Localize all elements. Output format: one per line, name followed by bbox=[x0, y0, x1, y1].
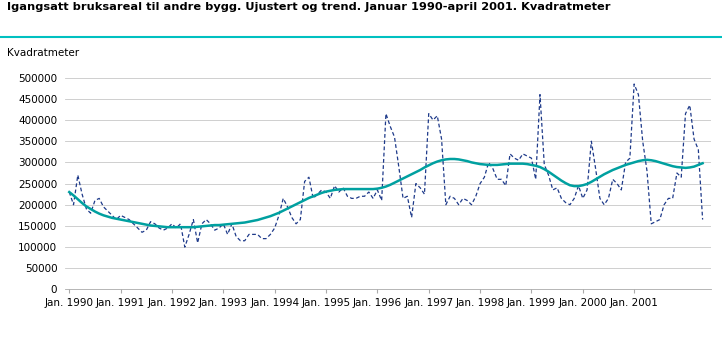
Line: Bruksareal andre bygg, trend: Bruksareal andre bygg, trend bbox=[69, 159, 703, 227]
Bruksareal andre bygg, ujustert bbox=[65, 190, 74, 194]
Bruksareal andre bygg, ujustert bbox=[147, 220, 155, 224]
Text: Igangsatt bruksareal til andre bygg. Ujustert og trend. Januar 1990-april 2001. : Igangsatt bruksareal til andre bygg. Uju… bbox=[7, 2, 611, 12]
Bruksareal andre bygg, ujustert bbox=[698, 217, 707, 222]
Bruksareal andre bygg, ujustert bbox=[484, 160, 493, 164]
Bruksareal andre bygg, trend bbox=[163, 225, 172, 229]
Bruksareal andre bygg, ujustert bbox=[180, 245, 189, 249]
Bruksareal andre bygg, trend bbox=[219, 222, 227, 227]
Bruksareal andre bygg, ujustert bbox=[223, 232, 232, 237]
Bruksareal andre bygg, trend bbox=[445, 157, 454, 161]
Text: Kvadratmeter: Kvadratmeter bbox=[7, 48, 79, 58]
Line: Bruksareal andre bygg, ujustert: Bruksareal andre bygg, ujustert bbox=[69, 84, 703, 247]
Bruksareal andre bygg, ujustert bbox=[219, 222, 227, 226]
Bruksareal andre bygg, trend bbox=[347, 187, 356, 191]
Bruksareal andre bygg, trend bbox=[65, 190, 74, 194]
Bruksareal andre bygg, ujustert bbox=[347, 196, 356, 201]
Bruksareal andre bygg, trend bbox=[698, 161, 707, 165]
Bruksareal andre bygg, trend bbox=[180, 225, 189, 229]
Bruksareal andre bygg, trend bbox=[489, 163, 497, 167]
Bruksareal andre bygg, trend bbox=[223, 222, 232, 226]
Bruksareal andre bygg, ujustert bbox=[176, 222, 185, 226]
Bruksareal andre bygg, trend bbox=[147, 223, 155, 228]
Bruksareal andre bygg, ujustert bbox=[630, 82, 638, 86]
